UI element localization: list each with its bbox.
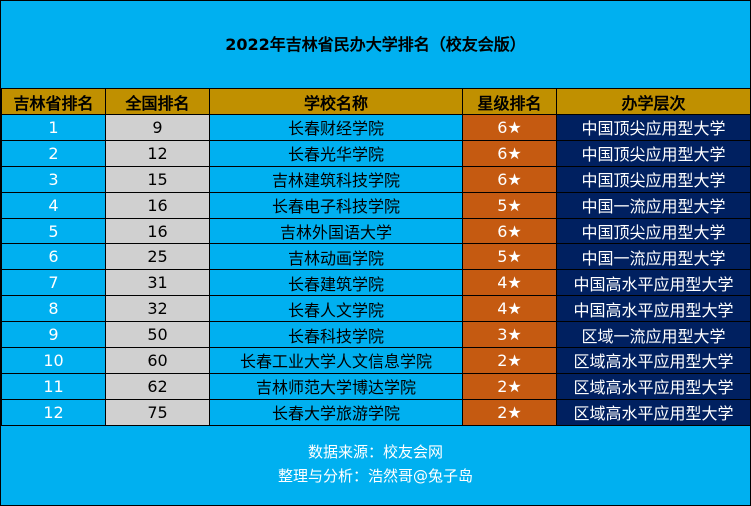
province-rank-cell: 10 [1,347,106,374]
national-rank-cell: 50 [105,321,210,349]
star-rank-cell: 6★ [462,165,557,193]
school-name-cell: 长春光华学院 [209,139,463,167]
national-rank-cell: 16 [105,191,210,219]
header-school-level: 办学层次 [556,88,751,115]
star-rank-cell: 2★ [462,372,557,400]
school-name-cell: 长春建筑学院 [209,269,463,297]
school-name-cell: 吉林动画学院 [209,243,463,271]
page-title: 2022年吉林省民办大学排名（校友会版） [225,35,526,54]
school-level-cell: 区域一流应用型大学 [556,321,751,349]
star-rank-cell: 3★ [462,321,557,349]
table-row: 11 62 吉林师范大学博达学院 2★ 区域高水平应用型大学 [1,372,751,400]
table-row: 4 16 长春电子科技学院 5★ 中国一流应用型大学 [1,191,751,219]
school-level-cell: 中国顶尖应用型大学 [556,139,751,167]
table-row: 10 60 长春工业大学人文信息学院 2★ 区域高水平应用型大学 [1,347,751,374]
table-row: 2 12 长春光华学院 6★ 中国顶尖应用型大学 [1,139,751,167]
province-rank-cell: 8 [1,295,106,323]
star-rank-cell: 2★ [462,347,557,374]
school-level-cell: 中国高水平应用型大学 [556,269,751,297]
ranking-table: 吉林省排名 全国排名 学校名称 星级排名 办学层次 1 9 长春财经学院 6★ … [1,88,751,426]
header-province-rank: 吉林省排名 [1,88,106,115]
province-rank-cell: 2 [1,139,106,167]
star-rank-cell: 4★ [462,269,557,297]
footer: 数据来源：校友会网 整理与分析：浩然哥@兔子岛 [1,429,750,505]
province-rank-cell: 3 [1,165,106,193]
national-rank-cell: 9 [105,114,210,141]
table-row: 9 50 长春科技学院 3★ 区域一流应用型大学 [1,321,751,349]
school-level-cell: 中国顶尖应用型大学 [556,114,751,141]
star-rank-cell: 5★ [462,191,557,219]
school-name-cell: 吉林外国语大学 [209,217,463,245]
province-rank-cell: 6 [1,243,106,271]
table-row: 8 32 长春人文学院 4★ 中国高水平应用型大学 [1,295,751,323]
header-school-name: 学校名称 [209,88,463,115]
table-row: 6 25 吉林动画学院 5★ 中国一流应用型大学 [1,243,751,271]
table-header-row: 吉林省排名 全国排名 学校名称 星级排名 办学层次 [1,88,751,115]
star-rank-cell: 4★ [462,295,557,323]
school-name-cell: 长春财经学院 [209,114,463,141]
province-rank-cell: 1 [1,114,106,141]
table-row: 7 31 长春建筑学院 4★ 中国高水平应用型大学 [1,269,751,297]
header-star-rank: 星级排名 [462,88,557,115]
province-rank-cell: 11 [1,372,106,400]
school-level-cell: 中国一流应用型大学 [556,243,751,271]
table-row: 12 75 长春大学旅游学院 2★ 区域高水平应用型大学 [1,398,751,426]
data-source-text: 数据来源：校友会网 [307,443,443,461]
province-rank-cell: 4 [1,191,106,219]
national-rank-cell: 31 [105,269,210,297]
national-rank-cell: 15 [105,165,210,193]
school-name-cell: 长春人文学院 [209,295,463,323]
national-rank-cell: 16 [105,217,210,245]
star-rank-cell: 6★ [462,114,557,141]
star-rank-cell: 5★ [462,243,557,271]
school-name-cell: 吉林建筑科技学院 [209,165,463,193]
star-rank-cell: 2★ [462,398,557,426]
star-rank-cell: 6★ [462,139,557,167]
national-rank-cell: 32 [105,295,210,323]
national-rank-cell: 25 [105,243,210,271]
school-level-cell: 区域高水平应用型大学 [556,372,751,400]
school-level-cell: 区域高水平应用型大学 [556,347,751,374]
national-rank-cell: 12 [105,139,210,167]
school-level-cell: 中国顶尖应用型大学 [556,165,751,193]
table-row: 5 16 吉林外国语大学 6★ 中国顶尖应用型大学 [1,217,751,245]
school-level-cell: 中国一流应用型大学 [556,191,751,219]
school-level-cell: 中国顶尖应用型大学 [556,217,751,245]
school-name-cell: 长春工业大学人文信息学院 [209,347,463,374]
school-name-cell: 长春大学旅游学院 [209,398,463,426]
school-level-cell: 中国高水平应用型大学 [556,295,751,323]
province-rank-cell: 7 [1,269,106,297]
province-rank-cell: 12 [1,398,106,426]
province-rank-cell: 5 [1,217,106,245]
national-rank-cell: 75 [105,398,210,426]
table-row: 3 15 吉林建筑科技学院 6★ 中国顶尖应用型大学 [1,165,751,193]
school-level-cell: 区域高水平应用型大学 [556,398,751,426]
school-name-cell: 长春科技学院 [209,321,463,349]
header-national-rank: 全国排名 [105,88,210,115]
credit-text: 整理与分析：浩然哥@兔子岛 [277,467,473,485]
star-rank-cell: 6★ [462,217,557,245]
table-row: 1 9 长春财经学院 6★ 中国顶尖应用型大学 [1,114,751,141]
national-rank-cell: 60 [105,347,210,374]
school-name-cell: 长春电子科技学院 [209,191,463,219]
province-rank-cell: 9 [1,321,106,349]
national-rank-cell: 62 [105,372,210,400]
school-name-cell: 吉林师范大学博达学院 [209,372,463,400]
